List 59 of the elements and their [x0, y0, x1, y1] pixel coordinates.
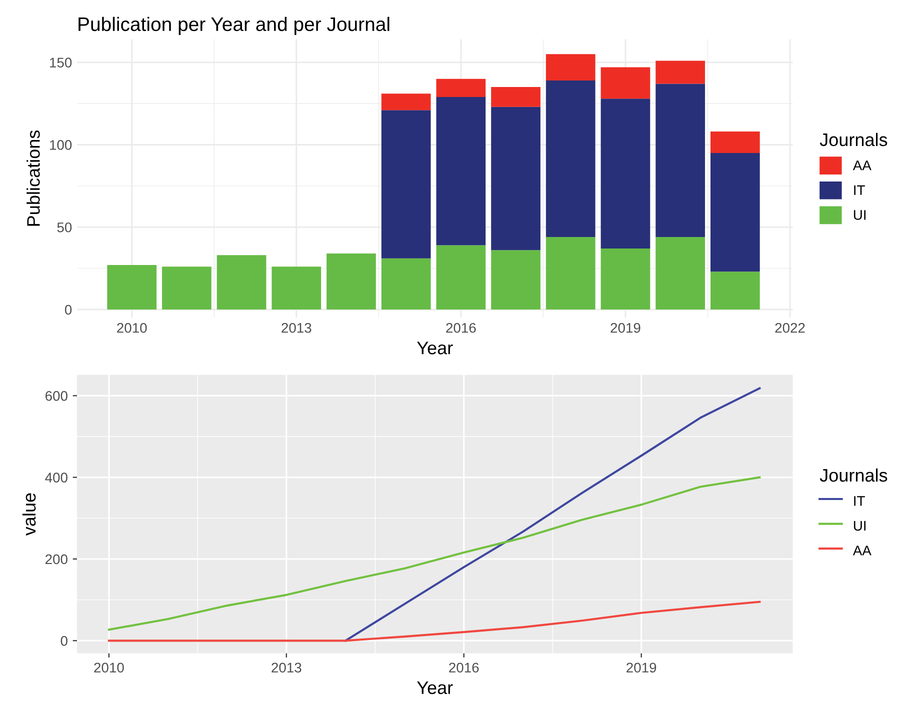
legend-label: IT [854, 185, 865, 195]
x-tick-label: 2013 [282, 322, 312, 333]
x-axis-title: Year [417, 682, 453, 694]
bar [491, 87, 540, 107]
legend-label: IT [854, 496, 865, 506]
y-tick-label: 600 [46, 391, 68, 401]
y-tick-label: 400 [45, 472, 68, 482]
bar [546, 236, 596, 310]
bar [436, 96, 486, 246]
x-tick-label: 2022 [775, 322, 805, 333]
bar [600, 67, 650, 99]
legend-label: UI [854, 520, 866, 531]
bar [436, 245, 486, 310]
legend-label: AA [852, 546, 872, 556]
x-tick-label: 2019 [610, 322, 640, 333]
x-tick-label: 2019 [626, 662, 656, 673]
x-axis-title: Year [417, 342, 453, 354]
line-series [108, 476, 761, 631]
y-axis-title: Publications [26, 130, 40, 226]
bar [436, 78, 486, 97]
bar [710, 152, 760, 272]
y-tick-label: 100 [50, 140, 72, 150]
y-tick-label: 0 [60, 636, 68, 646]
line-series [344, 387, 761, 642]
bar [216, 255, 266, 310]
bar [381, 110, 431, 258]
bar [491, 106, 540, 250]
y-tick-label: 50 [57, 222, 72, 232]
bar [272, 266, 322, 310]
bar [546, 80, 596, 237]
bar [381, 258, 431, 310]
legend-label: AA [852, 160, 872, 170]
bar [381, 94, 431, 110]
bar [491, 250, 540, 310]
bar [600, 248, 650, 310]
x-tick-label: 2016 [449, 662, 479, 673]
y-tick-label: 150 [50, 58, 72, 68]
y-tick-label: 0 [64, 304, 72, 315]
legend-title: Journals [820, 132, 888, 146]
y-axis-title: value [22, 493, 36, 536]
bar [600, 98, 650, 249]
bar [326, 253, 376, 310]
legend-title: Journals [820, 468, 888, 482]
bar [162, 266, 212, 310]
bar [107, 265, 157, 310]
bar [656, 236, 705, 310]
bar [656, 84, 705, 237]
bar [656, 60, 705, 84]
y-tick-label: 200 [46, 554, 68, 564]
x-tick-label: 2016 [446, 322, 476, 333]
line-series [108, 600, 761, 642]
x-tick-label: 2010 [94, 662, 124, 673]
x-tick-label: 2010 [117, 322, 147, 333]
legend-label: UI [854, 210, 866, 220]
bar [710, 132, 760, 153]
bar [546, 54, 596, 80]
chart-title: Publication per Year and per Journal [78, 16, 390, 35]
bar [710, 272, 760, 310]
x-tick-label: 2013 [272, 662, 302, 673]
